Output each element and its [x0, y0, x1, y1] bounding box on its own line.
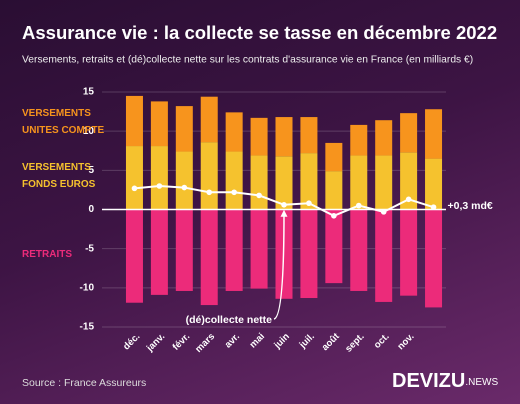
net-point — [231, 189, 237, 196]
y-tick-label: -15 — [80, 322, 95, 333]
x-tick-label: mai — [248, 331, 267, 350]
x-tick-label: sept. — [343, 331, 366, 354]
bar — [425, 158, 443, 210]
net-point — [306, 200, 312, 207]
net-point — [405, 196, 412, 203]
bar — [125, 95, 143, 147]
source: Source : France Assureurs — [22, 377, 146, 389]
x-tick-label: févr. — [171, 331, 193, 353]
annotation-arrow — [273, 212, 285, 320]
x-tick-label: août — [320, 331, 343, 354]
bar — [150, 146, 168, 210]
legend-entry: RETRAITS — [22, 249, 72, 260]
bar — [350, 124, 368, 156]
net-point — [281, 202, 287, 208]
bar — [175, 209, 193, 291]
logo-suffix: .NEWS — [465, 377, 498, 388]
logo: DEVIZU.NEWS — [392, 370, 498, 392]
bar — [125, 146, 143, 210]
bar — [200, 96, 218, 143]
value-label: +0,3 md€ — [448, 200, 493, 212]
bar — [275, 117, 293, 157]
y-tick-label: -5 — [85, 243, 94, 254]
bar — [400, 152, 418, 210]
logo-brand: DEVIZU — [392, 370, 465, 392]
x-tick-label: déc. — [121, 331, 142, 352]
y-tick-label: 0 — [88, 204, 94, 215]
bar — [400, 209, 418, 296]
bar — [300, 209, 318, 299]
bar — [300, 117, 318, 154]
bar — [325, 209, 343, 284]
bar — [350, 209, 368, 291]
chart-title: Assurance vie : la collecte se tasse en … — [22, 22, 497, 43]
bar — [425, 109, 443, 159]
bar — [150, 101, 168, 147]
x-tick-label: juil. — [297, 331, 317, 351]
legend-entry: VERSEMENTS FONDS EUROS — [22, 162, 96, 190]
net-point — [256, 192, 262, 199]
bar — [400, 113, 418, 153]
bar — [225, 209, 243, 291]
bar — [125, 209, 143, 303]
bar — [375, 155, 393, 210]
y-tick-label: 5 — [88, 165, 94, 176]
bar — [275, 156, 293, 210]
x-tick-label: juin — [271, 331, 292, 352]
net-point — [156, 183, 163, 189]
x-tick-label: janv. — [144, 331, 167, 354]
bar — [300, 153, 318, 210]
bar — [375, 209, 393, 302]
y-tick-label: 15 — [83, 87, 95, 98]
net-point — [430, 204, 437, 210]
bar — [150, 209, 168, 295]
arrow-head — [280, 209, 288, 217]
bar — [325, 142, 343, 172]
net-point — [380, 209, 387, 215]
bar — [250, 209, 268, 289]
y-tick-label: 10 — [83, 126, 95, 137]
bar — [250, 155, 268, 210]
net-point — [131, 185, 138, 192]
chart-subtitle: Versements, retraits et (dé)collecte net… — [22, 55, 473, 66]
x-tick-label: oct. — [372, 331, 392, 351]
bar — [325, 171, 343, 210]
annotation: (dé)collecte nette — [186, 314, 273, 326]
bar — [250, 117, 268, 156]
net-point — [331, 212, 337, 219]
x-tick-label: mars — [193, 331, 217, 355]
bar — [425, 209, 443, 308]
bar — [350, 155, 368, 210]
y-tick-label: -10 — [80, 282, 95, 293]
bar — [175, 151, 193, 210]
bar — [200, 142, 218, 210]
net-point — [206, 189, 213, 196]
x-tick-label: avr. — [223, 331, 242, 350]
legend-entry: VERSEMENTS UNITES COMPTE — [22, 108, 105, 136]
bar — [225, 112, 243, 152]
net-point — [355, 202, 362, 209]
bar — [200, 209, 218, 306]
x-tick-label: nov. — [395, 331, 416, 352]
bar — [375, 120, 393, 156]
net-point — [181, 184, 188, 191]
bar — [225, 151, 243, 210]
bar — [175, 106, 193, 152]
